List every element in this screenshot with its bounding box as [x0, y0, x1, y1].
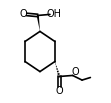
Text: O: O	[72, 67, 79, 77]
Text: O: O	[56, 86, 63, 96]
Text: O: O	[19, 9, 27, 19]
Polygon shape	[37, 15, 40, 31]
Text: OH: OH	[47, 9, 62, 19]
